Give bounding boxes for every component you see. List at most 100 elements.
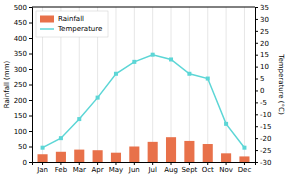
tick-label: 200 — [14, 97, 27, 105]
tick-mark — [255, 126, 258, 127]
tick-label: 500 — [14, 4, 27, 12]
y2-axis: -30-25-20-15-10-505101520253035 — [255, 4, 271, 167]
tick-label: 400 — [14, 35, 27, 43]
tick-label: -30 — [260, 159, 271, 167]
bar — [56, 152, 66, 162]
bar — [129, 147, 139, 163]
tick-label: 0 — [23, 159, 27, 167]
tick-label: Mar — [73, 166, 86, 174]
tick-mark — [134, 162, 135, 165]
tick: 25 — [255, 28, 269, 36]
marker — [41, 146, 45, 150]
tick: Nov — [219, 162, 233, 174]
tick: 150 — [14, 112, 32, 120]
tick: 500 — [14, 4, 32, 12]
tick-label: 50 — [18, 143, 27, 151]
tick-label: Jul — [147, 166, 157, 174]
tick: 450 — [14, 19, 32, 27]
bar — [148, 142, 158, 162]
axis-line — [29, 8, 33, 163]
tick-mark — [29, 116, 32, 117]
bar — [203, 144, 213, 162]
tick-mark — [255, 31, 258, 32]
tick-mark — [171, 162, 172, 165]
tick-label: 10 — [260, 63, 269, 71]
tick-label: Feb — [55, 166, 68, 174]
y-axis: 050100150200250300350400450500 — [14, 4, 33, 167]
legend-frame — [36, 11, 108, 37]
tick-mark — [152, 162, 153, 165]
tick: 200 — [14, 97, 32, 105]
tick-mark — [189, 162, 190, 165]
bar — [111, 153, 121, 162]
grid-line — [115, 7, 116, 162]
tick-mark — [255, 19, 258, 20]
tick-mark — [255, 79, 258, 80]
marker — [96, 96, 100, 100]
tick-mark — [255, 162, 258, 163]
legend-swatch — [40, 28, 54, 30]
tick-mark — [255, 102, 258, 103]
tick-label: 5 — [260, 75, 264, 83]
tick: 300 — [14, 66, 32, 74]
marks — [38, 53, 250, 162]
tick-label: 350 — [14, 50, 27, 58]
legend-label: Rainfall — [58, 15, 84, 23]
tick: Apr — [92, 162, 104, 174]
tick-mark — [60, 162, 61, 165]
tick: -15 — [255, 123, 271, 131]
marker — [77, 117, 81, 121]
tick-label: May — [109, 166, 123, 174]
tick: Jan — [36, 162, 48, 174]
tick-mark — [255, 7, 258, 8]
tick-mark — [255, 150, 258, 151]
legend-swatch — [40, 16, 54, 23]
marker — [206, 77, 210, 81]
tick-mark — [255, 138, 258, 139]
tick-mark — [226, 162, 227, 165]
tick-label: Jun — [128, 166, 140, 174]
tick-mark — [255, 55, 258, 56]
bar — [221, 153, 231, 162]
tick: 10 — [255, 63, 269, 71]
tick-label: Aug — [164, 166, 178, 174]
tick-label: Dec — [238, 166, 252, 174]
tick-mark — [255, 114, 258, 115]
marker — [242, 146, 246, 150]
tick-mark — [42, 162, 43, 165]
axis-line — [256, 8, 259, 163]
tick-mark — [29, 131, 32, 132]
tick-label: -20 — [260, 135, 271, 143]
tick-label: 450 — [14, 19, 27, 27]
legend-item: Rainfall — [40, 15, 84, 23]
chart: Jan Feb Mar Apr May Jun Jul AugSept Oct Nov Dec 0 50… — [0, 0, 287, 176]
tick: -25 — [255, 147, 271, 155]
grid-line — [207, 7, 208, 162]
y2-axis-title: Temperature (°C) — [277, 53, 285, 115]
tick-label: -10 — [260, 111, 271, 119]
grid-line — [152, 7, 153, 162]
line — [43, 55, 245, 148]
plot: Jan Feb Mar Apr May Jun Jul AugSept Oct Nov Dec 0 50… — [14, 4, 272, 174]
marker — [151, 53, 155, 57]
tick: 35 — [255, 4, 269, 12]
tick-label: 35 — [260, 4, 269, 12]
tick-label: Jan — [36, 166, 48, 174]
tick: Aug — [164, 162, 178, 174]
x-axis: Jan Feb Mar Apr May Jun Jul AugSept Oct Nov Dec — [33, 162, 256, 174]
tick: 400 — [14, 35, 32, 43]
tick-mark — [29, 23, 32, 24]
tick-mark — [207, 162, 208, 165]
legend: RainfallTemperature — [36, 11, 108, 37]
tick-mark — [29, 69, 32, 70]
tick: Dec — [238, 162, 252, 174]
tick: 50 — [18, 143, 32, 151]
grid-line — [189, 7, 190, 162]
marker — [114, 72, 118, 76]
marker — [224, 122, 228, 126]
tick-label: Oct — [202, 166, 214, 174]
axis-line — [33, 163, 256, 166]
tick: Sept — [181, 162, 197, 174]
tick: -20 — [255, 135, 271, 143]
tick: 20 — [255, 40, 269, 48]
